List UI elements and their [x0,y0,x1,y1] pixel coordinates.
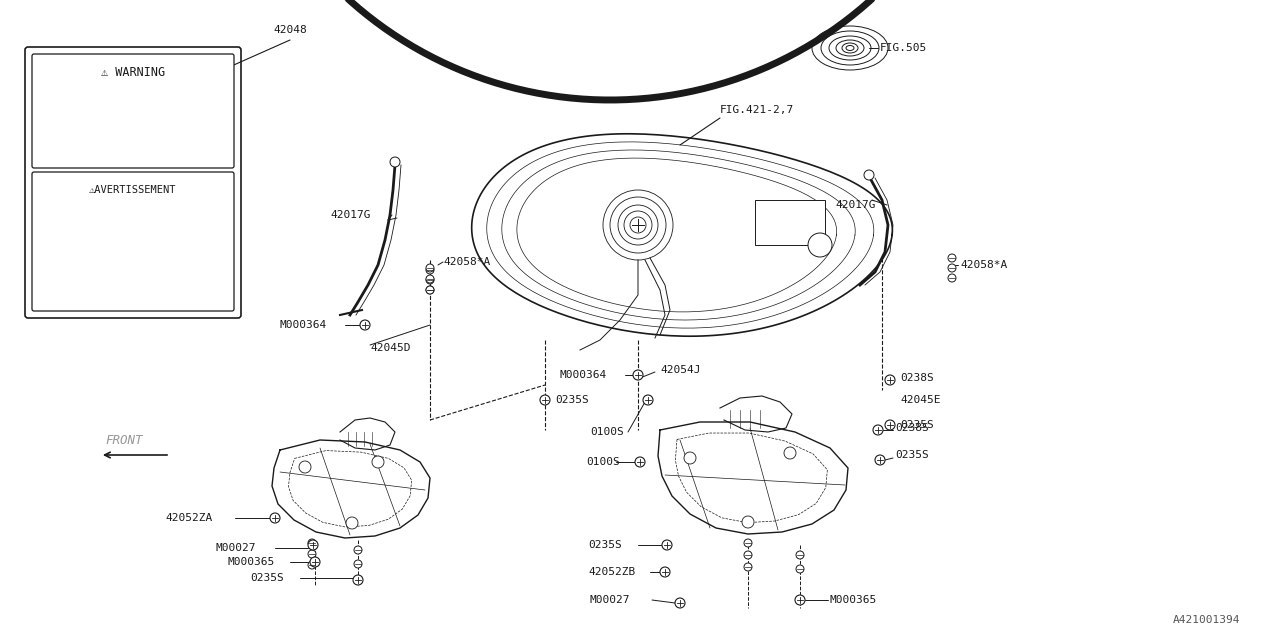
Circle shape [635,457,645,467]
Circle shape [884,420,895,430]
Ellipse shape [842,43,858,53]
Circle shape [744,539,753,547]
FancyBboxPatch shape [755,200,826,245]
Text: 42017G: 42017G [835,200,876,210]
Circle shape [426,275,434,283]
Text: FIG.505: FIG.505 [881,43,927,53]
Circle shape [310,557,320,567]
Circle shape [355,560,362,568]
Text: 42017G: 42017G [330,210,370,220]
Circle shape [611,197,666,253]
Text: 0238S: 0238S [900,373,933,383]
Circle shape [346,517,358,529]
Circle shape [864,170,874,180]
Circle shape [796,565,804,573]
Circle shape [662,540,672,550]
Text: 42045E: 42045E [900,395,941,405]
Text: M000364: M000364 [280,320,328,330]
Text: M00027: M00027 [590,595,631,605]
Text: 0100S: 0100S [590,427,623,437]
Text: 0235S: 0235S [556,395,589,405]
Text: 42058*A: 42058*A [443,257,490,267]
Circle shape [744,551,753,559]
Circle shape [426,264,434,272]
Text: 42054J: 42054J [660,365,700,375]
Text: 0238S: 0238S [895,423,929,433]
Circle shape [426,286,434,294]
Text: FRONT: FRONT [105,433,142,447]
Circle shape [353,575,364,585]
Circle shape [625,211,652,239]
Ellipse shape [836,40,864,56]
Text: 0100S: 0100S [586,457,620,467]
Circle shape [873,425,883,435]
Circle shape [783,447,796,459]
Circle shape [270,513,280,523]
Circle shape [300,461,311,473]
Circle shape [390,157,399,167]
Text: A421001394: A421001394 [1172,615,1240,625]
Circle shape [308,539,316,547]
Text: M000364: M000364 [561,370,607,380]
Text: M00027: M00027 [215,543,256,553]
Circle shape [603,190,673,260]
FancyBboxPatch shape [26,47,241,318]
Text: 42058*A: 42058*A [960,260,1007,270]
Text: 42048: 42048 [273,25,307,35]
Circle shape [808,233,832,257]
Text: M000365: M000365 [228,557,275,567]
Ellipse shape [846,45,854,51]
Text: M000365: M000365 [829,595,877,605]
Text: ⚠AVERTISSEMENT: ⚠AVERTISSEMENT [90,185,177,195]
Circle shape [948,254,956,262]
Text: 0235S: 0235S [895,450,929,460]
Text: ⚠ WARNING: ⚠ WARNING [101,65,165,79]
Circle shape [634,370,643,380]
Circle shape [308,561,316,569]
Circle shape [630,217,646,233]
Circle shape [426,266,434,274]
Text: 0235S: 0235S [588,540,622,550]
Circle shape [372,456,384,468]
Circle shape [744,563,753,571]
FancyBboxPatch shape [32,54,234,168]
Circle shape [948,264,956,272]
Circle shape [426,286,434,294]
FancyBboxPatch shape [32,172,234,311]
Circle shape [540,395,550,405]
Ellipse shape [829,36,870,60]
Circle shape [643,395,653,405]
Circle shape [360,320,370,330]
Circle shape [660,567,669,577]
Text: 0235S: 0235S [250,573,284,583]
Circle shape [795,595,805,605]
Circle shape [675,598,685,608]
Ellipse shape [820,31,879,65]
Circle shape [742,516,754,528]
Text: 42052ZA: 42052ZA [165,513,212,523]
Text: FIG.421-2,7: FIG.421-2,7 [719,105,795,115]
Circle shape [618,205,658,245]
Ellipse shape [812,26,888,70]
Circle shape [308,540,317,550]
Text: 0235S: 0235S [900,420,933,430]
Circle shape [684,452,696,464]
Circle shape [355,546,362,554]
Circle shape [796,551,804,559]
Text: 42052ZB: 42052ZB [588,567,635,577]
Circle shape [308,550,316,558]
Text: 42045D: 42045D [370,343,411,353]
Circle shape [876,455,884,465]
Circle shape [884,375,895,385]
Circle shape [948,274,956,282]
Circle shape [426,276,434,284]
